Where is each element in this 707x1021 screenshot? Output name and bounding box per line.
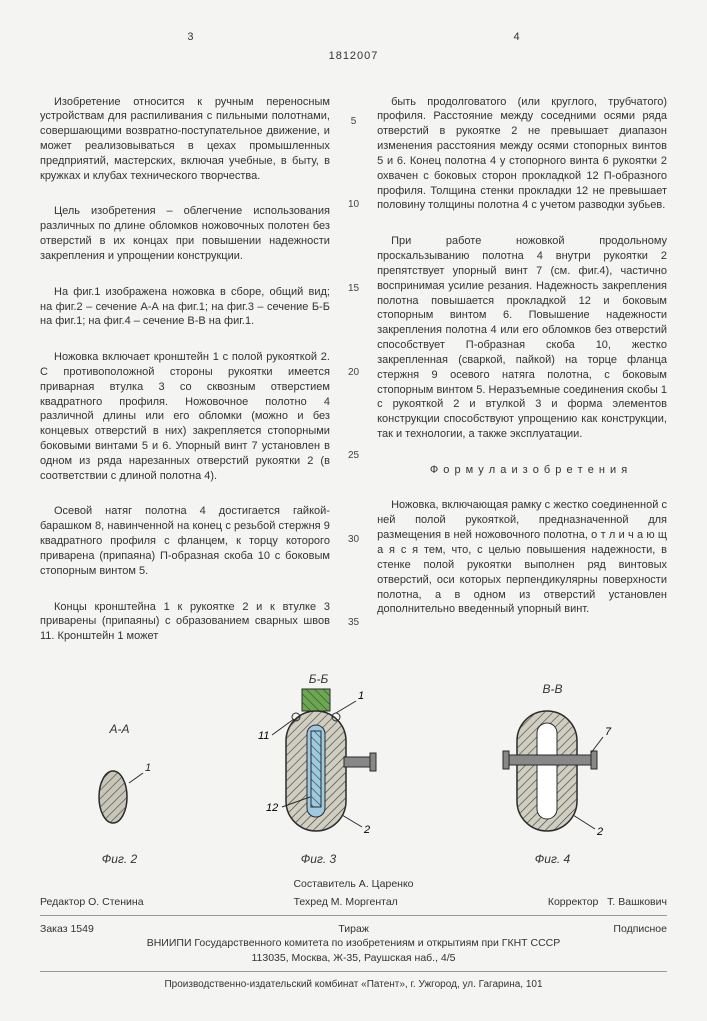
compiler: Составитель А. Царенко: [40, 877, 667, 891]
editor: Редактор О. Стенина: [40, 895, 144, 909]
lineno: 25: [348, 449, 359, 463]
svg-text:2: 2: [596, 826, 603, 838]
figure-4: В-В 7 2 Фиг. 4: [483, 681, 623, 867]
page-numbers: 3 4: [40, 30, 667, 45]
corrector: Корректор Т. Вашкович: [548, 895, 667, 909]
lineno: 15: [348, 282, 359, 296]
svg-text:11: 11: [258, 730, 269, 742]
para: быть продолговатого (или круглого, трубч…: [377, 95, 667, 214]
fig4-caption: Фиг. 4: [483, 851, 623, 867]
fig3-caption: Фиг. 3: [244, 851, 394, 867]
para: На фиг.1 изображена ножовка в сборе, общ…: [40, 285, 330, 330]
credits-block: Составитель А. Царенко Редактор О. Стени…: [40, 877, 667, 991]
fig4-section-label: В-В: [483, 681, 623, 697]
para: При работе ножовкой продольному проскаль…: [377, 234, 667, 442]
fig2-svg: 1: [85, 737, 155, 847]
fig2-caption: Фиг. 2: [85, 851, 155, 867]
para: Концы кронштейна 1 к рукоятке 2 и к втул…: [40, 600, 330, 645]
formula-title: Ф о р м у л а и з о б р е т е н и я: [377, 463, 667, 478]
org: ВНИИПИ Государственного комитета по изоб…: [40, 936, 667, 950]
page-left: 3: [40, 30, 341, 45]
para: Изобретение относится к ручным переносны…: [40, 95, 330, 184]
order-no: Заказ 1549: [40, 922, 94, 936]
line-number-gutter: 5 10 15 20 25 30 35: [348, 80, 359, 665]
subscribe: Подписное: [613, 922, 667, 936]
fig4-svg: 7 2: [483, 697, 623, 847]
formula-text: Ножовка, включающая рамку с жестко соеди…: [377, 498, 667, 617]
tirazh: Тираж: [338, 922, 369, 936]
figure-2: А-А 1 Фиг. 2: [85, 721, 155, 867]
techred: Техред М. Моргентал: [294, 895, 398, 909]
right-column: быть продолговатого (или круглого, трубч…: [377, 80, 667, 665]
lineno: 5: [348, 115, 359, 129]
svg-text:1: 1: [358, 690, 364, 702]
figure-3: Б-Б: [244, 671, 394, 867]
para: Осевой натяг полотна 4 достигается гайко…: [40, 504, 330, 578]
figures-row: А-А 1 Фиг. 2 Б-Б: [40, 677, 667, 867]
page-right: 4: [366, 30, 667, 45]
lineno: 35: [348, 616, 359, 630]
printer: Производственно-издательский комбинат «П…: [40, 978, 667, 992]
para: Цель изобретения – облегчение использова…: [40, 204, 330, 263]
lineno: 20: [348, 366, 359, 380]
svg-text:12: 12: [266, 802, 278, 814]
document-number: 1812007: [40, 49, 667, 64]
text-columns: Изобретение относится к ручным переносны…: [40, 80, 667, 665]
svg-text:7: 7: [605, 726, 612, 738]
para: Ножовка включает кронштейн 1 с полой рук…: [40, 350, 330, 484]
org-address: 113035, Москва, Ж-35, Раушская наб., 4/5: [40, 951, 667, 965]
left-column: Изобретение относится к ручным переносны…: [40, 80, 330, 665]
fig2-ref-1: 1: [145, 762, 151, 774]
svg-text:2: 2: [363, 824, 370, 836]
fig3-section-label: Б-Б: [244, 671, 394, 687]
fig3-svg: 1 11 12 2: [244, 687, 394, 847]
lineno: 10: [348, 198, 359, 212]
lineno: 30: [348, 533, 359, 547]
fig2-section-label: А-А: [85, 721, 155, 737]
